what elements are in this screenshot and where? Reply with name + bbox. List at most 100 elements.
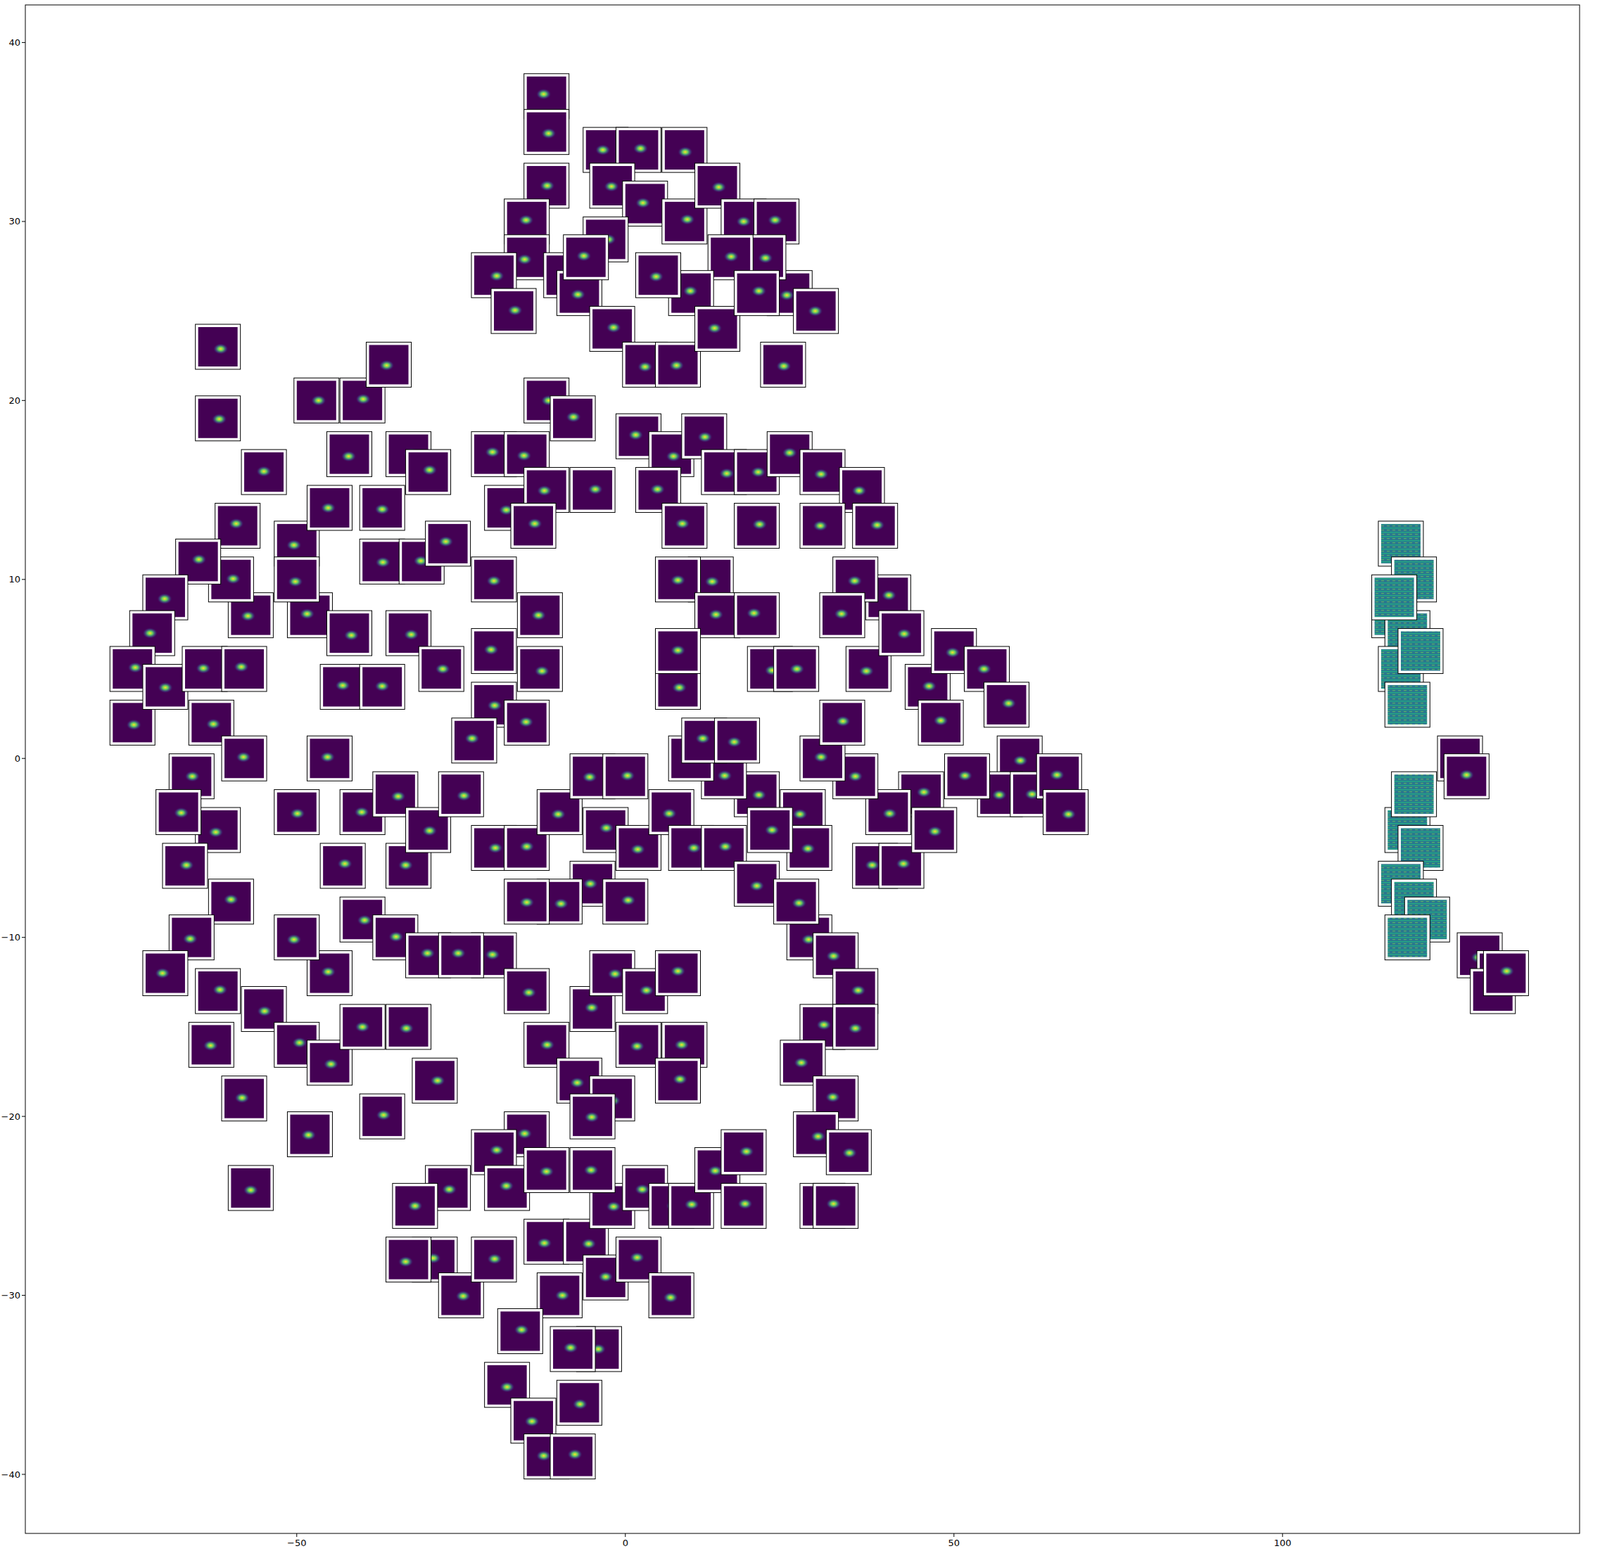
thumbnail-point (208, 879, 254, 925)
thumb-frame (504, 700, 550, 746)
thumb-bg (500, 1311, 540, 1351)
thumb-blob (750, 466, 767, 478)
thumb-bg (198, 327, 238, 367)
thumb-bg (507, 702, 547, 743)
thumb-blob (869, 519, 886, 531)
y-tick (21, 758, 26, 760)
thumbnail-point (386, 1237, 432, 1283)
thumb-frame (215, 503, 261, 549)
thumb-blob (562, 1342, 579, 1354)
thumbnail-point (306, 485, 352, 531)
thumbnail-point (287, 1112, 333, 1158)
thumb-bg (559, 1383, 599, 1423)
thumb-bg (651, 1276, 691, 1316)
thumbnail-point (747, 807, 793, 853)
thumb-frame (1043, 790, 1089, 836)
thumb-bg (277, 918, 317, 958)
thumb-frame (405, 449, 452, 495)
thumb-frame (182, 646, 228, 692)
thumb-blob (486, 1253, 503, 1266)
thumb-blob (683, 1198, 700, 1211)
thumb-bg (474, 631, 514, 672)
thumb-frame (517, 593, 563, 639)
thumb-bg (329, 613, 369, 653)
thumb-frame (655, 951, 701, 997)
thumb-bg (165, 846, 205, 886)
thumb-blob (634, 1184, 651, 1196)
thumb-frame (556, 1380, 602, 1426)
thumb-frame (156, 790, 202, 836)
thumbnail-point (655, 1058, 701, 1104)
thumbnail-point (760, 341, 806, 387)
thumb-blob (374, 503, 390, 516)
thumb-bg (415, 1061, 455, 1101)
thumb-bg (605, 757, 646, 797)
thumb-bg (389, 1240, 429, 1280)
thumb-blob (858, 665, 874, 677)
thumb-blob (157, 681, 174, 694)
thumb-blob (662, 1292, 679, 1304)
thumb-bg (159, 792, 199, 833)
thumb-frame (1372, 574, 1418, 620)
thumb-blob (375, 556, 391, 568)
thumb-blob (726, 736, 743, 748)
thumbnail-point (294, 377, 340, 423)
thumb-bg (539, 1276, 580, 1316)
thumbnail-point (1483, 951, 1529, 997)
thumb-frame (438, 771, 484, 817)
thumb-blob (738, 1146, 755, 1158)
thumb-bg (507, 971, 547, 1012)
thumb-blob (637, 360, 653, 373)
thumbnail-point (221, 646, 267, 692)
thumb-blob (319, 751, 335, 763)
thumb-frame (615, 1022, 661, 1068)
thumb-bg (342, 1007, 383, 1047)
y-tick-label: −10 (1, 932, 21, 943)
thumb-blob (256, 1005, 273, 1017)
thumbnail-point (536, 1273, 582, 1319)
thumbnail-point (550, 396, 596, 442)
thumb-blob (191, 553, 207, 565)
thumb-blob (781, 447, 798, 459)
thumb-blob (569, 1077, 585, 1089)
thumb-blob (723, 251, 739, 263)
thumb-blob (320, 502, 336, 514)
thumb-bg (914, 810, 955, 850)
thumb-blob (518, 214, 535, 226)
thumb-blob (1049, 769, 1065, 782)
thumb-frame (524, 1147, 570, 1193)
thumbnail-point (655, 557, 701, 603)
thumbnail-point (622, 180, 668, 226)
thumbnail-point (878, 610, 924, 656)
thumb-bg (657, 560, 698, 600)
thumb-frame (800, 449, 846, 495)
thumb-bg (737, 505, 777, 546)
thumbnail-point (425, 521, 471, 567)
thumb-blob (813, 751, 829, 763)
thumb-frame (287, 1112, 333, 1158)
thumb-blob (239, 610, 256, 622)
thumb-blob (793, 1057, 810, 1069)
thumb-blob (629, 1252, 645, 1264)
thumb-blob (800, 842, 816, 855)
thumbnail-point (504, 879, 550, 925)
thumbnail-point (819, 593, 865, 639)
thumb-bg (638, 255, 678, 295)
thumb-blob (398, 1023, 415, 1035)
thumb-bg (776, 649, 817, 689)
thumb-blob (916, 786, 932, 798)
thumb-blob (398, 1256, 414, 1268)
thumb-frame (366, 341, 412, 387)
thumb-frame (734, 593, 780, 639)
thumb-blob (737, 1198, 753, 1210)
thumb-frame (655, 557, 701, 603)
thumb-blob (816, 1019, 832, 1031)
thumb-frame (984, 682, 1030, 728)
thumbnail-point (1398, 629, 1444, 675)
thumbnail-point (662, 503, 708, 549)
thumbnail-point (602, 754, 649, 800)
thumb-bg (802, 452, 843, 492)
thumb-frame (550, 1327, 596, 1373)
thumb-frame (563, 235, 609, 281)
thumb-bg (789, 828, 829, 868)
